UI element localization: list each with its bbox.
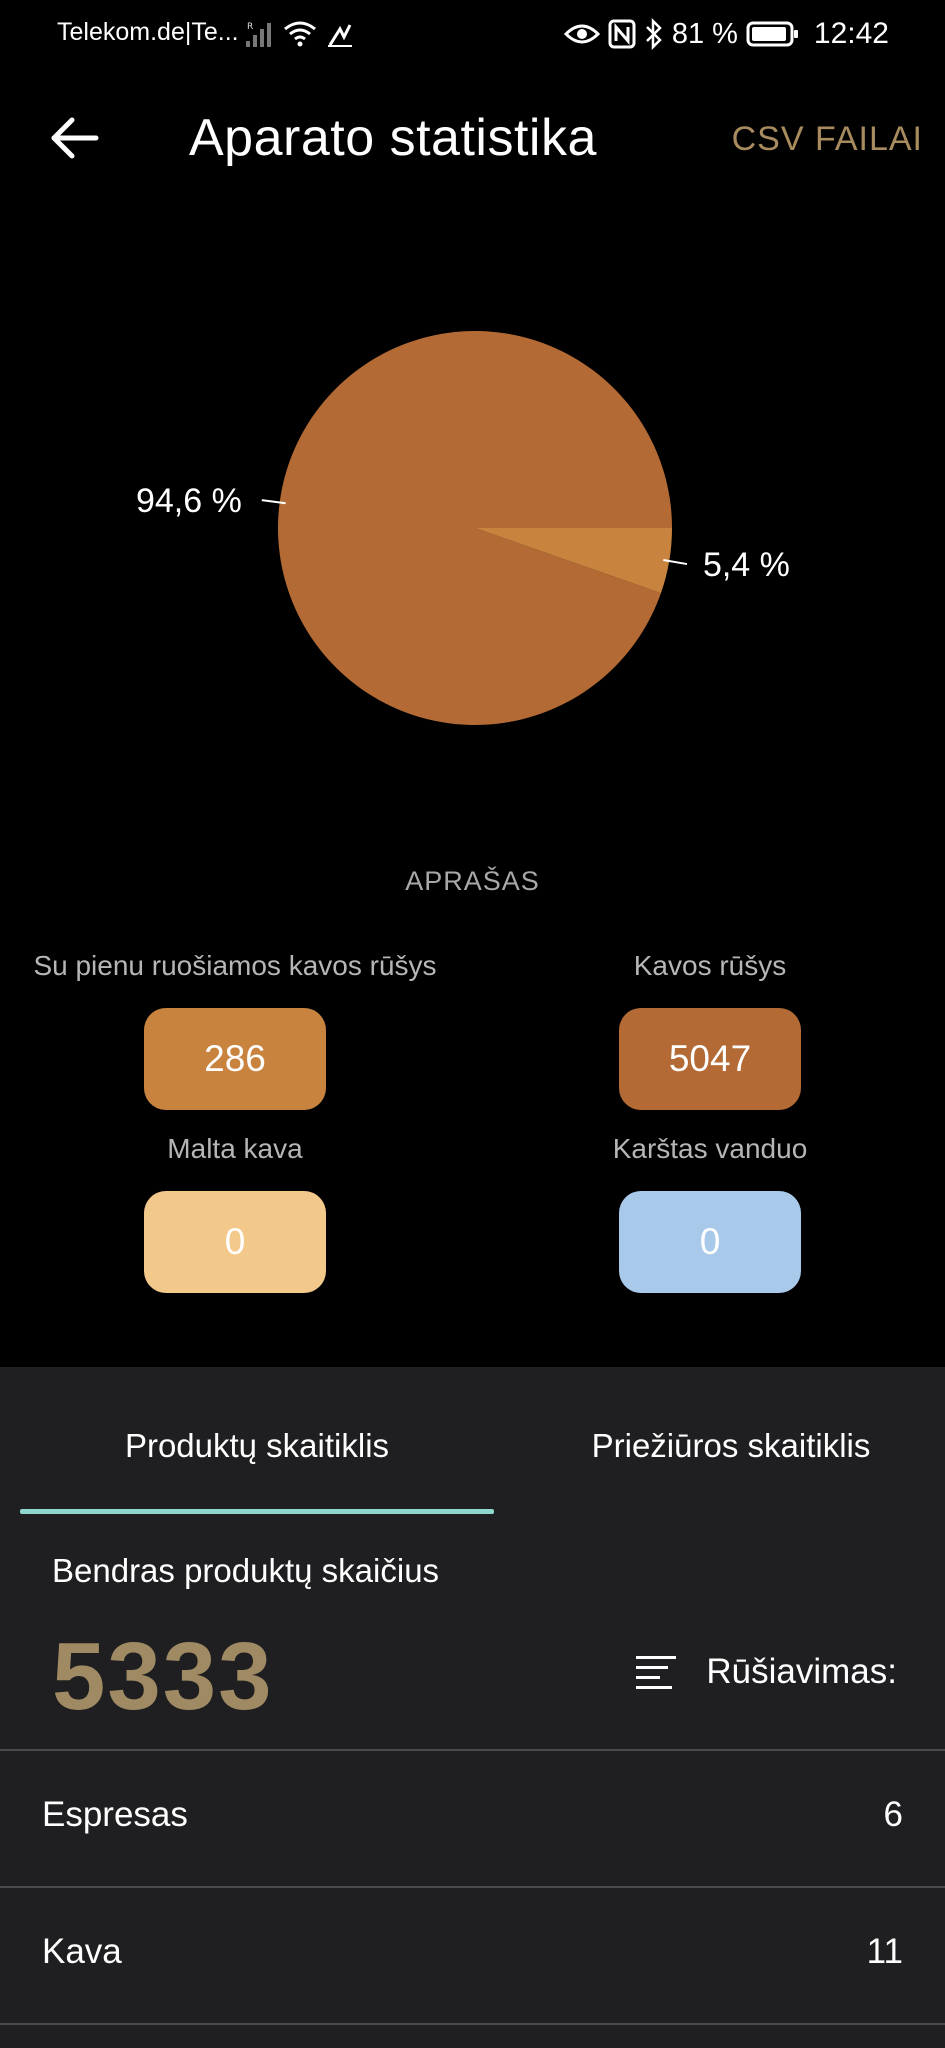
nfc-icon	[608, 19, 636, 49]
pie-chart: 5,4 % 94,6 %	[0, 300, 945, 770]
list-item-espresso[interactable]: Espresas 6	[0, 1751, 945, 1886]
legend-label: Su pienu ruošiamos kavos rūšys	[33, 950, 437, 981]
legend-value-chip: 0	[619, 1191, 801, 1293]
wifi-icon	[284, 21, 316, 47]
legend-label: Malta kava	[167, 1133, 303, 1164]
status-icons-left: R	[244, 14, 354, 54]
total-products-label: Bendras produktų skaičius	[52, 1552, 440, 1589]
legend-value-chip: 286	[144, 1008, 326, 1110]
list-item-coffee[interactable]: Kava 11	[0, 1888, 945, 2023]
status-bar: Telekom.de|Te... R	[0, 0, 945, 68]
eye-icon	[563, 24, 600, 44]
pie-label-milk-coffee-leader	[663, 559, 688, 566]
pie-slice-coffee	[277, 331, 672, 726]
sort-icon	[636, 1656, 677, 1689]
legend-label: Kavos rūšys	[633, 950, 787, 981]
battery-icon	[746, 21, 798, 47]
pie-label-coffee-leader	[261, 499, 286, 505]
arrow-left-icon	[51, 117, 99, 159]
product-count: 11	[866, 1932, 903, 1971]
pie-chart-svg: 5,4 % 94,6 %	[136, 331, 790, 726]
svg-text:R: R	[247, 22, 253, 32]
csv-files-button[interactable]: CSV FAILAI	[731, 120, 923, 158]
pie-label-coffee: 94,6 %	[136, 482, 242, 520]
divider	[0, 2023, 945, 2025]
legend-label: Karštas vanduo	[612, 1133, 808, 1164]
page-title: Aparato statistika	[189, 109, 597, 167]
sort-button[interactable]: Rūšiavimas:	[634, 1652, 897, 1692]
legend-value-chip: 0	[144, 1191, 326, 1293]
product-name: Espresas	[42, 1795, 188, 1834]
legend-title: APRAŠAS	[405, 866, 540, 896]
clock: 12:42	[813, 17, 889, 50]
activity-icon	[328, 24, 352, 47]
tab-maintenance-counter[interactable]: Priežiūros skaitiklis	[591, 1427, 871, 1464]
tab-product-counter[interactable]: Produktų skaitiklis	[124, 1427, 390, 1464]
carrier-name: Telekom.de|Te...	[57, 18, 239, 46]
app-bar: Aparato statistika CSV FAILAI	[0, 90, 945, 190]
active-tab-indicator	[20, 1509, 494, 1514]
legend-item-ground-coffee: Malta kava 0	[0, 1133, 470, 1293]
signal-icon: R	[246, 22, 271, 47]
divider	[0, 1886, 945, 1888]
pie-slice-milk-coffee	[475, 528, 672, 594]
total-products-value: 5333	[52, 1623, 274, 1730]
pie-label-milk-coffee: 5,4 %	[703, 546, 790, 584]
divider	[0, 1749, 945, 1751]
status-icons-right: 81 % 12:42	[563, 14, 889, 54]
product-name: Kava	[42, 1932, 122, 1971]
product-count: 6	[883, 1795, 903, 1834]
legend-value-chip: 5047	[619, 1008, 801, 1110]
battery-percent: 81 %	[671, 17, 738, 50]
back-button[interactable]	[44, 108, 104, 168]
legend-item-milk-coffee: Su pienu ruošiamos kavos rūšys 286	[0, 950, 470, 1110]
bluetooth-icon	[645, 18, 662, 50]
legend-item-hot-water: Karštas vanduo 0	[475, 1133, 945, 1293]
sort-label: Rūšiavimas:	[706, 1652, 897, 1691]
counters-panel: Produktų skaitiklis Priežiūros skaitikli…	[0, 1367, 945, 2048]
legend-item-coffee: Kavos rūšys 5047	[475, 950, 945, 1110]
